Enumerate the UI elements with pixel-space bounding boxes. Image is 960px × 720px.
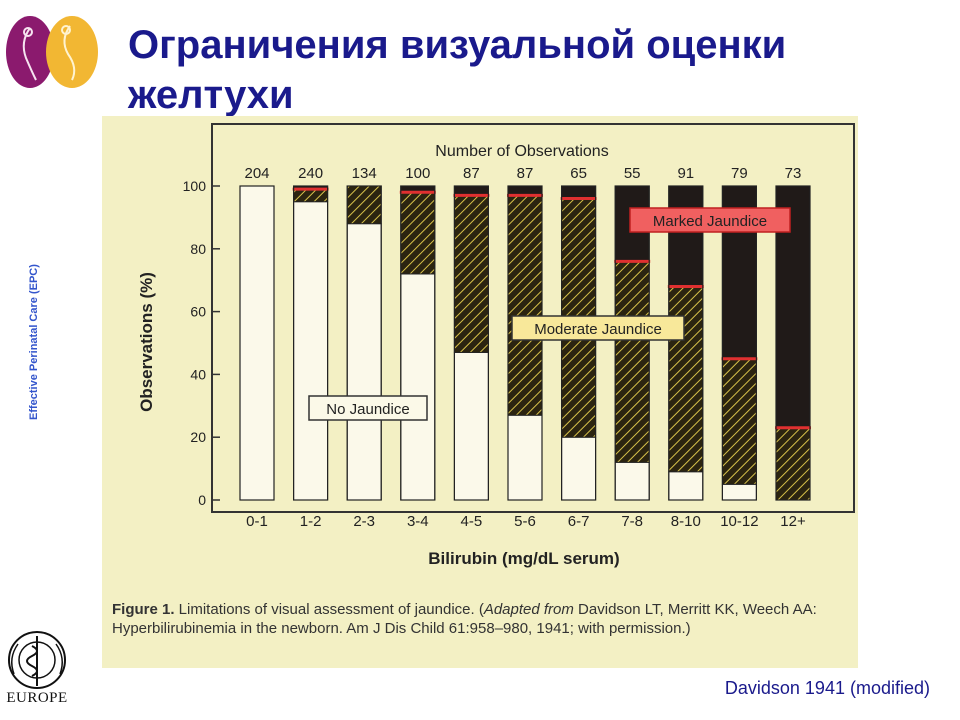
bar-moderate-jaundice [614,260,650,463]
bar-moderate-jaundice [346,185,382,225]
caption-lead: Figure 1. [112,601,175,618]
caption-italic: Adapted from [483,601,574,618]
bar-no-jaundice [293,201,329,501]
observation-count: 134 [352,165,377,182]
bar-outline [293,185,329,501]
y-tick-label: 0 [198,492,206,508]
observation-count: 87 [517,165,534,182]
bar-moderate-jaundice [507,194,543,416]
observation-count: 55 [624,165,641,182]
observation-count: 240 [298,165,323,182]
bar-no-jaundice [614,461,650,501]
x-tick-label: 7-8 [621,513,643,530]
source-credit: Davidson 1941 (modified) [724,678,930,698]
x-tick-label: 4-5 [461,513,483,530]
y-tick-label: 80 [190,241,206,257]
x-tick-label: 0-1 [246,513,268,530]
bar-marked-jaundice [561,185,597,200]
bar-outline [721,185,758,501]
y-tick-label: 100 [183,178,207,194]
x-tick-label: 5-6 [514,513,536,530]
bar-no-jaundice [721,483,757,501]
observation-count: 73 [785,165,802,182]
bar-moderate-jaundice [453,194,489,353]
bar-outline [239,185,275,501]
bar-no-jaundice [346,223,382,501]
y-axis-label: Observations (%) [137,272,156,412]
bar-moderate-jaundice [293,188,329,203]
who-europe-label: EUROPE [6,690,68,706]
x-tick-label: 6-7 [568,513,590,530]
observation-count: 65 [570,165,587,182]
caption-rest: Davidson LT, Merritt KK, Weech AA: Hyper… [112,601,817,637]
bar-no-jaundice [239,185,275,501]
legend-no-jaundice: No Jaundice [308,395,428,421]
x-tick-label: 12+ [780,513,806,530]
bar-outline [668,185,704,501]
caption-text: Limitations of visual assessment of jaun… [174,601,484,618]
bar-moderate-jaundice [668,285,704,473]
bar-outline [561,185,597,501]
y-tick-label: 20 [190,429,206,445]
observation-count: 79 [731,165,748,182]
observation-count: 87 [463,165,480,182]
legend-no-jaundice-label: No Jaundice [326,401,409,418]
x-axis-label: Bilirubin (mg/dL serum) [428,549,619,568]
top-label: Number of Observations [435,143,608,160]
observation-count: 91 [677,165,694,182]
x-tick-label: 10-12 [720,513,758,530]
observation-count: 100 [405,165,430,182]
chart-frame [211,123,855,513]
bar-outline [507,185,543,501]
page-title: Ограничения визуальной оценки желтухи [128,23,787,117]
epc-logo [6,16,98,88]
x-tick-label: 3-4 [407,513,429,530]
x-tick-label: 2-3 [353,513,375,530]
bar-no-jaundice [453,351,489,501]
bar-marked-jaundice [668,185,704,287]
bar-outline [453,185,489,501]
bar-outline [775,185,811,501]
x-tick-label: 8-10 [671,513,701,530]
observation-count: 204 [244,165,269,182]
bar-outline [400,185,436,501]
who-logo [8,631,66,689]
bar-outline [614,185,650,501]
bar-no-jaundice [561,436,597,501]
legend-moderate-jaundice-label: Moderate Jaundice [534,321,662,338]
legend-marked-jaundice: Marked Jaundice [629,207,791,233]
y-tick-label: 60 [190,304,206,320]
bar-moderate-jaundice [400,191,436,275]
x-tick-label: 1-2 [300,513,322,530]
bar-no-jaundice [400,273,436,501]
bar-no-jaundice [507,414,543,501]
side-label: Effective Perinatal Care (EPC) [28,264,40,420]
bar-outline [346,185,382,501]
bar-moderate-jaundice [721,358,757,485]
bar-moderate-jaundice [775,427,811,501]
figure-caption: Figure 1. Limitations of visual assessme… [112,600,852,638]
y-tick-label: 40 [190,366,206,382]
legend-marked-jaundice-label: Marked Jaundice [653,213,767,230]
bar-no-jaundice [668,471,704,501]
legend-moderate-jaundice: Moderate Jaundice [511,315,685,341]
